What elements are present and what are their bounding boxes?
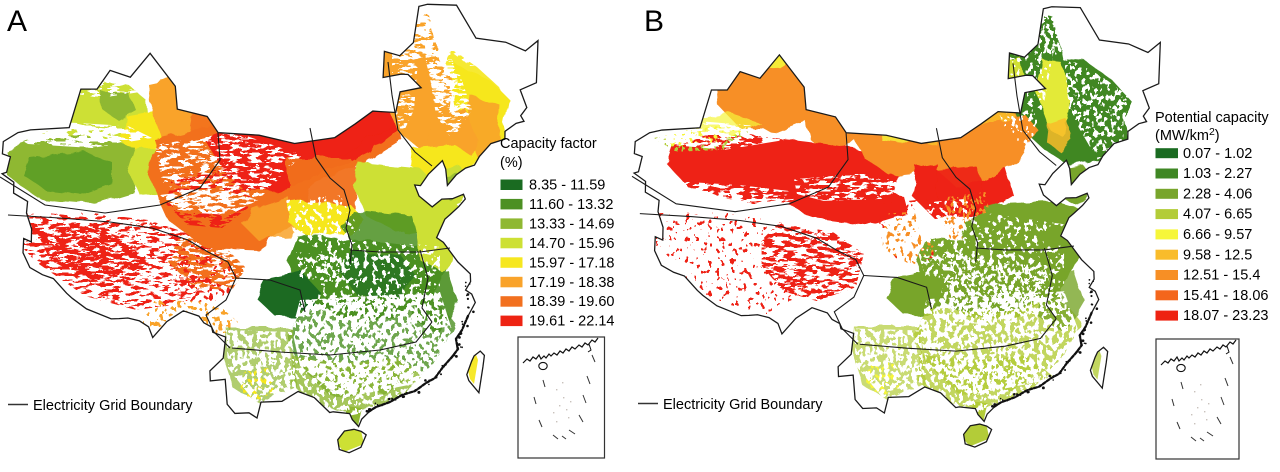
svg-text:18.07 - 23.23: 18.07 - 23.23 bbox=[1183, 308, 1268, 324]
svg-text:14.70 - 15.96: 14.70 - 15.96 bbox=[529, 236, 614, 252]
svg-text:15.41 - 18.06: 15.41 - 18.06 bbox=[1183, 288, 1268, 304]
svg-text:8.35 - 11.59: 8.35 - 11.59 bbox=[529, 178, 605, 194]
svg-text:9.58 - 12.5: 9.58 - 12.5 bbox=[1183, 247, 1252, 263]
svg-text:B: B bbox=[644, 5, 664, 38]
svg-text:Electricity Grid Boundary: Electricity Grid Boundary bbox=[663, 397, 823, 413]
svg-text:Capacity factor: Capacity factor bbox=[500, 136, 597, 152]
svg-text:0.07 - 1.02: 0.07 - 1.02 bbox=[1183, 146, 1252, 162]
svg-text:13.33 - 14.69: 13.33 - 14.69 bbox=[529, 216, 614, 232]
svg-text:18.39 - 19.60: 18.39 - 19.60 bbox=[529, 294, 614, 310]
svg-text:12.51 - 15.4: 12.51 - 15.4 bbox=[1183, 268, 1260, 284]
svg-text:6.66 - 9.57: 6.66 - 9.57 bbox=[1183, 227, 1252, 243]
svg-text:Potential capacity: Potential capacity bbox=[1155, 110, 1269, 126]
svg-text:4.07 - 6.65: 4.07 - 6.65 bbox=[1183, 207, 1252, 223]
svg-text:(MW/km2): (MW/km2) bbox=[1155, 126, 1220, 144]
svg-text:A: A bbox=[7, 5, 27, 38]
svg-text:11.60 - 13.32: 11.60 - 13.32 bbox=[529, 197, 613, 213]
svg-text:19.61 - 22.14: 19.61 - 22.14 bbox=[529, 314, 614, 330]
svg-text:Electricity Grid Boundary: Electricity Grid Boundary bbox=[33, 398, 193, 414]
svg-text:15.97 - 17.18: 15.97 - 17.18 bbox=[529, 255, 614, 271]
svg-text:1.03 - 2.27: 1.03 - 2.27 bbox=[1183, 166, 1252, 182]
svg-text:17.19 - 18.38: 17.19 - 18.38 bbox=[529, 275, 614, 291]
svg-text:2.28 - 4.06: 2.28 - 4.06 bbox=[1183, 186, 1252, 202]
svg-text:(%): (%) bbox=[500, 155, 523, 171]
